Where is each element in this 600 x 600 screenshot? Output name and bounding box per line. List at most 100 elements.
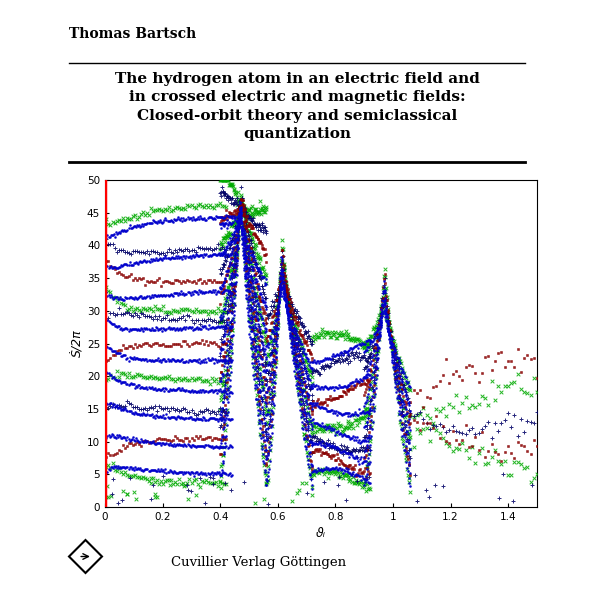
Point (340, 355, 349, 365)
Point (134, 212, 143, 221)
Point (364, 340, 374, 349)
Point (101, 214, 111, 224)
Point (409, 385, 418, 395)
Point (299, 400, 308, 409)
Point (132, 403, 142, 412)
Point (258, 223, 268, 233)
Point (116, 309, 125, 319)
Point (286, 324, 296, 334)
Point (124, 248, 134, 258)
Point (222, 296, 232, 306)
Point (244, 211, 254, 221)
Point (281, 284, 291, 294)
Point (158, 479, 168, 489)
Point (293, 311, 302, 321)
Point (457, 376, 467, 385)
Point (400, 422, 410, 432)
Point (230, 217, 240, 227)
Point (195, 308, 205, 317)
Point (295, 325, 304, 335)
Point (215, 476, 224, 486)
Point (215, 434, 224, 444)
Point (276, 271, 286, 280)
Point (226, 325, 235, 335)
Point (146, 437, 156, 446)
Point (219, 307, 229, 317)
Point (118, 299, 127, 308)
Point (236, 201, 245, 211)
Point (146, 371, 156, 381)
Point (308, 409, 317, 419)
Point (241, 223, 251, 233)
Point (290, 313, 299, 322)
Point (370, 353, 380, 362)
Point (359, 467, 369, 476)
Point (144, 311, 154, 320)
Point (252, 252, 262, 262)
Point (487, 365, 496, 374)
Point (406, 398, 415, 407)
Point (250, 370, 260, 379)
Point (381, 313, 391, 322)
Point (116, 446, 125, 455)
Point (199, 316, 208, 325)
Point (391, 374, 400, 383)
Point (244, 263, 253, 273)
Point (249, 283, 259, 293)
Point (381, 284, 391, 293)
Point (387, 334, 397, 343)
Point (260, 203, 269, 212)
Point (250, 220, 260, 230)
Point (187, 478, 196, 488)
Point (239, 205, 249, 215)
Point (503, 441, 512, 451)
Point (403, 407, 412, 417)
Point (378, 283, 388, 292)
Point (197, 407, 206, 417)
Point (255, 415, 265, 425)
Point (281, 276, 290, 286)
Point (377, 308, 387, 318)
Point (226, 239, 236, 248)
Point (277, 265, 286, 275)
Point (260, 446, 270, 456)
Point (253, 234, 263, 244)
Point (176, 304, 186, 314)
Point (166, 278, 176, 288)
Point (227, 253, 236, 263)
Point (281, 278, 290, 288)
Point (236, 203, 246, 212)
Point (296, 329, 305, 339)
Point (363, 484, 373, 494)
Point (284, 301, 294, 310)
Point (110, 265, 119, 274)
Point (146, 247, 156, 256)
Point (256, 404, 265, 413)
Point (279, 280, 289, 289)
Point (126, 438, 136, 448)
Point (217, 315, 227, 325)
Point (215, 373, 225, 383)
Point (247, 242, 256, 252)
Point (385, 325, 395, 334)
Point (284, 301, 293, 310)
Point (272, 296, 282, 306)
Point (173, 247, 182, 257)
Point (260, 442, 269, 452)
Point (101, 462, 111, 472)
Point (269, 349, 279, 358)
Point (368, 355, 377, 365)
Point (235, 203, 244, 213)
Point (390, 341, 400, 350)
Point (140, 338, 150, 348)
Point (313, 466, 322, 476)
Point (254, 418, 264, 428)
Point (286, 298, 296, 307)
Point (259, 327, 269, 337)
Point (303, 374, 313, 383)
Point (128, 373, 137, 382)
Point (216, 287, 226, 297)
Point (229, 219, 239, 229)
Point (160, 434, 170, 444)
Point (400, 402, 410, 412)
